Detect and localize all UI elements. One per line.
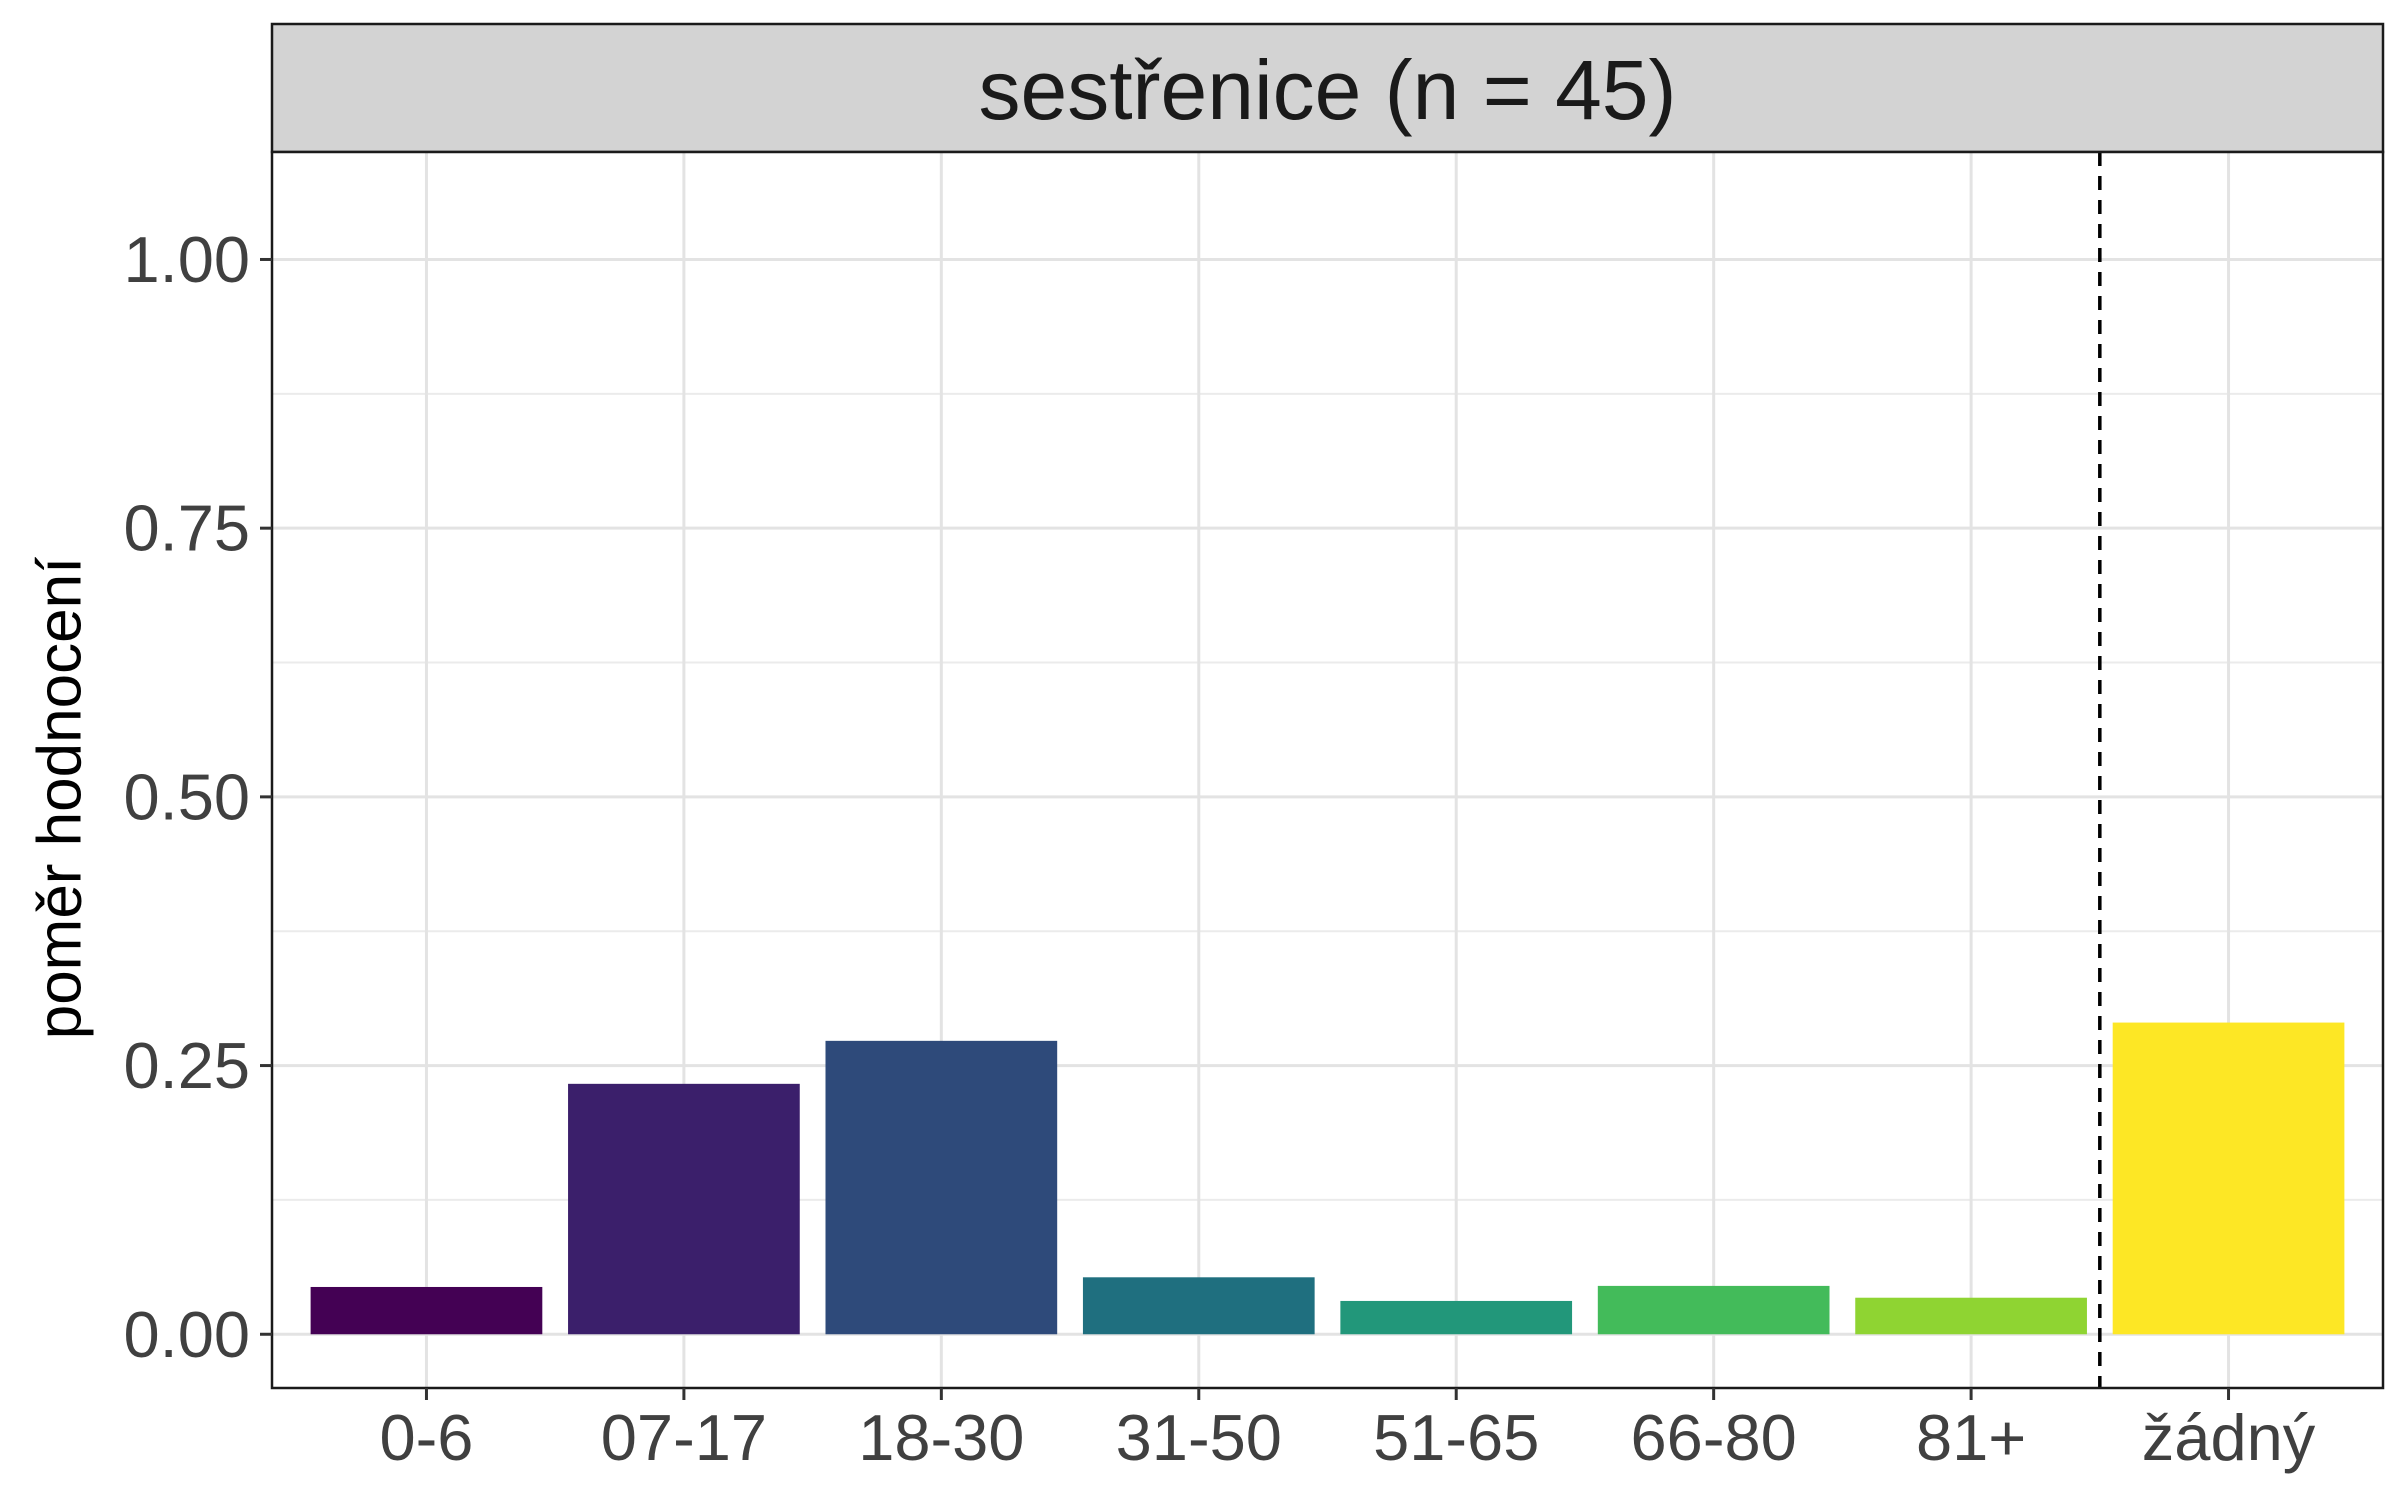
y-axis: 0.00 0.25 0.50 0.75 1.00	[123, 223, 272, 1371]
y-tick-label: 0.75	[123, 492, 250, 565]
panel-border	[270, 150, 2385, 1390]
bar-81+	[1855, 1297, 2087, 1335]
x-tick-label: 66-80	[1631, 1401, 1797, 1474]
bars	[310, 1022, 2345, 1335]
facet-title: sestřenice (n = 45)	[978, 43, 1676, 137]
x-tick-label: 31-50	[1116, 1401, 1282, 1474]
x-tick-label: 0-6	[379, 1401, 473, 1474]
x-tick-label: 51-65	[1373, 1401, 1539, 1474]
bar-18-30	[825, 1040, 1058, 1335]
bar-0-6	[310, 1286, 543, 1335]
facet-strip	[270, 22, 2385, 154]
y-tick-label: 1.00	[123, 223, 250, 296]
bar-66-80	[1597, 1285, 1830, 1335]
bar-31-50	[1082, 1277, 1315, 1335]
bar-51-65	[1340, 1300, 1573, 1335]
y-tick-label: 0.25	[123, 1029, 250, 1102]
bar-07-17	[568, 1083, 800, 1335]
y-tick-label: 0.50	[123, 760, 250, 833]
bar-žádný	[2112, 1022, 2345, 1335]
y-tick-label: 0.00	[123, 1298, 250, 1371]
x-tick-label: žádný	[2142, 1401, 2316, 1474]
x-tick-label: 81+	[1916, 1401, 2026, 1474]
y-axis-title: poměr hodnocení	[26, 557, 95, 1040]
minor-gridlines	[272, 392, 2383, 1201]
x-tick-label: 18-30	[858, 1401, 1024, 1474]
x-axis: 0-6 07-17 18-30 31-50 51-65 66-80 81+ žádný	[379, 1388, 2316, 1474]
x-tick-label: 07-17	[601, 1401, 767, 1474]
